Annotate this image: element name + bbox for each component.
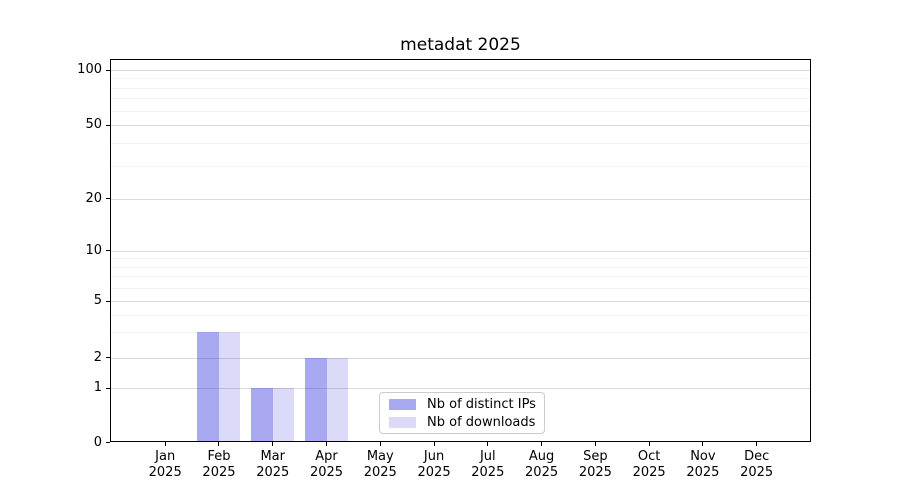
x-tick-mark (379, 442, 381, 446)
x-tick-month: Sep (583, 449, 608, 464)
legend-label: Nb of distinct IPs (427, 396, 536, 412)
gridline-major (110, 70, 811, 71)
x-tick-mark (272, 442, 274, 446)
y-tick-label: 1 (93, 380, 102, 395)
gridline-minor (110, 87, 811, 89)
x-tick-mark (541, 442, 543, 446)
x-tick-month: Jun (423, 449, 445, 464)
y-tick-label: 0 (93, 434, 102, 450)
x-tick-label: Mar 2025 (245, 449, 301, 481)
x-tick-year: 2025 (471, 465, 505, 480)
y-tick-label: 2 (93, 349, 102, 365)
x-tick-year: 2025 (417, 465, 451, 480)
x-tick-month: Dec (744, 449, 770, 464)
bar-distinct-ips (305, 357, 327, 442)
x-tick-month: Nov (690, 449, 716, 464)
x-tick-mark (594, 442, 596, 446)
legend-item: Nb of downloads (389, 414, 536, 430)
y-tick-label: 5 (93, 293, 102, 308)
gridline-minor (110, 78, 811, 80)
x-tick-year: 2025 (309, 465, 344, 480)
y-tick-label: 50 (85, 117, 102, 132)
bar-distinct-ips (197, 332, 219, 442)
x-tick-label: Oct 2025 (621, 449, 677, 481)
x-tick-year: 2025 (578, 465, 612, 480)
gridline-minor (110, 258, 811, 260)
gridline-minor (110, 266, 811, 268)
y-tick-mark (106, 357, 110, 358)
y-tick-mark (106, 69, 110, 71)
x-tick-year: 2025 (632, 465, 666, 480)
gridline-major (110, 250, 811, 252)
gridline-major (110, 198, 811, 200)
gridline-minor (110, 287, 811, 289)
bar-distinct-ips (251, 388, 273, 442)
x-tick-mark (487, 442, 489, 446)
x-tick-mark (164, 442, 166, 446)
x-tick-label: Jan 2025 (137, 449, 193, 481)
x-tick-year: 2025 (525, 465, 559, 480)
bar-downloads (218, 332, 241, 442)
x-tick-month: Jan (155, 449, 176, 464)
gridline-minor (110, 98, 811, 100)
x-tick-mark (326, 442, 327, 446)
gridline-major (110, 357, 811, 359)
y-tick-label: 10 (85, 242, 102, 258)
x-tick-mark (218, 442, 220, 446)
y-tick-mark (106, 387, 110, 389)
x-tick-mark (648, 442, 650, 446)
y-tick-mark (106, 198, 110, 199)
gridline-minor (110, 142, 811, 144)
x-tick-label: Aug 2025 (514, 449, 570, 481)
x-tick-mark (702, 442, 704, 446)
gridline-minor (110, 165, 811, 167)
x-tick-label: Sep 2025 (567, 449, 623, 481)
x-tick-month: Oct (637, 449, 661, 464)
chart-title: metadat 2025 (400, 35, 521, 55)
legend: Nb of distinct IPs Nb of downloads (379, 392, 545, 434)
gridline-major (110, 388, 811, 389)
bar-downloads (272, 388, 295, 442)
x-tick-label: Nov 2025 (675, 449, 731, 481)
x-tick-label: Feb 2025 (191, 449, 247, 481)
legend-swatch-icon (389, 416, 416, 428)
x-tick-month: May (366, 449, 394, 464)
y-tick-label: 20 (85, 190, 102, 206)
y-tick-mark (106, 442, 110, 443)
x-tick-label: Apr 2025 (299, 449, 355, 481)
x-tick-month: Aug (528, 449, 555, 464)
x-tick-label: Dec 2025 (729, 449, 785, 481)
gridline-major (110, 125, 811, 126)
legend-label: Nb of downloads (427, 414, 536, 430)
gridline-major (110, 301, 811, 302)
y-tick-mark (106, 300, 110, 302)
gridline-minor (110, 332, 811, 334)
x-tick-year: 2025 (148, 465, 182, 480)
legend-swatch-icon (389, 398, 416, 410)
x-tick-month: Feb (207, 449, 231, 464)
y-tick-mark (106, 124, 110, 126)
x-tick-year: 2025 (256, 465, 290, 480)
y-tick-mark (106, 250, 110, 251)
x-tick-month: Apr (315, 449, 338, 464)
legend-item: Nb of distinct IPs (389, 396, 536, 412)
x-tick-year: 2025 (363, 465, 397, 480)
bar-downloads (326, 357, 348, 442)
x-tick-year: 2025 (686, 465, 720, 480)
gridline-minor (110, 276, 811, 278)
x-tick-label: Jun 2025 (406, 449, 462, 481)
x-tick-mark (433, 442, 435, 446)
gridline-minor (110, 110, 811, 112)
x-tick-month: Mar (260, 449, 285, 464)
x-tick-label: Jul 2025 (460, 449, 516, 481)
gridline-minor (110, 314, 811, 316)
y-tick-label: 100 (77, 62, 102, 77)
x-tick-year: 2025 (202, 465, 236, 480)
x-tick-label: May 2025 (352, 449, 408, 481)
x-tick-year: 2025 (740, 465, 774, 480)
x-tick-month: Jul (479, 449, 496, 464)
x-tick-mark (756, 442, 758, 446)
